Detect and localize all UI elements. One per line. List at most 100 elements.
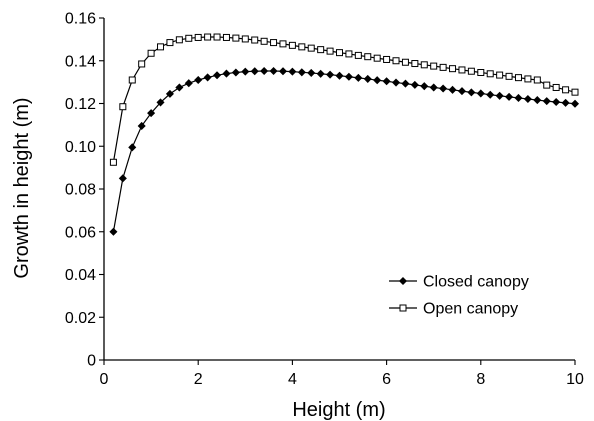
data-point-open-canopy	[345, 50, 353, 58]
y-tick-label: 0.10	[65, 139, 96, 156]
y-axis-title: Growth in height (m)	[11, 97, 33, 278]
data-point-closed-canopy	[382, 77, 391, 86]
x-tick-label: 10	[566, 371, 584, 388]
data-point-open-canopy	[147, 49, 155, 57]
data-point-open-canopy	[524, 75, 532, 83]
data-point-open-canopy	[439, 63, 447, 71]
data-point-closed-canopy	[570, 99, 580, 108]
data-point-closed-canopy	[505, 92, 514, 101]
y-tick-label: 0.14	[65, 53, 96, 70]
data-point-closed-canopy	[373, 76, 382, 85]
y-tick-label: 0.16	[65, 11, 96, 28]
series-line-closed-canopy	[112, 70, 576, 232]
data-point-open-canopy	[467, 67, 475, 75]
data-point-open-canopy	[166, 39, 174, 47]
y-tick-label: 0	[87, 353, 96, 370]
data-point-open-canopy	[449, 65, 457, 73]
data-point-open-canopy	[420, 61, 428, 69]
data-point-closed-canopy	[156, 98, 165, 107]
data-point-open-canopy	[486, 70, 494, 78]
data-point-open-canopy	[496, 71, 504, 79]
data-point-open-canopy	[552, 83, 560, 91]
legend-label: Open canopy	[423, 301, 518, 318]
data-point-closed-canopy	[448, 85, 457, 94]
data-point-closed-canopy	[222, 69, 231, 78]
data-point-open-canopy	[157, 43, 165, 51]
data-point-closed-canopy	[429, 83, 438, 92]
data-point-open-canopy	[213, 33, 221, 41]
x-tick-label: 0	[100, 371, 109, 388]
data-point-open-canopy	[364, 53, 372, 61]
data-point-closed-canopy	[278, 67, 288, 76]
data-point-open-canopy	[204, 33, 212, 41]
data-point-closed-canopy	[128, 143, 137, 152]
x-axis-title: Height (m)	[292, 399, 385, 421]
data-point-closed-canopy	[203, 73, 212, 82]
data-point-open-canopy	[185, 34, 193, 42]
data-point-open-canopy	[194, 33, 202, 41]
series-layer	[109, 33, 580, 236]
data-point-closed-canopy	[335, 71, 344, 80]
legend-label: Closed canopy	[423, 274, 529, 291]
data-point-open-canopy	[354, 51, 362, 59]
data-point-closed-canopy	[326, 70, 335, 79]
data-point-open-canopy	[298, 43, 306, 51]
data-point-closed-canopy	[269, 66, 278, 76]
data-point-closed-canopy	[344, 72, 353, 81]
data-point-open-canopy	[562, 86, 570, 94]
data-point-closed-canopy	[184, 79, 193, 88]
data-point-closed-canopy	[354, 73, 363, 82]
data-point-open-canopy	[260, 37, 268, 45]
data-point-open-canopy	[458, 66, 466, 74]
data-point-open-canopy	[232, 34, 240, 42]
x-tick-label: 8	[476, 371, 485, 388]
data-point-open-canopy	[317, 46, 325, 54]
data-point-closed-canopy	[260, 66, 269, 76]
data-point-open-canopy	[533, 76, 541, 84]
data-point-open-canopy	[270, 39, 278, 47]
data-point-closed-canopy	[439, 84, 448, 93]
data-point-open-canopy	[543, 81, 551, 89]
series-closed-canopy	[109, 66, 580, 236]
data-point-open-canopy	[392, 57, 400, 65]
data-point-open-canopy	[279, 40, 287, 48]
series-open-canopy	[109, 33, 579, 166]
data-point-closed-canopy	[533, 96, 542, 105]
data-point-closed-canopy	[495, 91, 504, 100]
data-point-closed-canopy	[213, 71, 222, 80]
data-point-open-canopy	[401, 58, 409, 66]
data-point-open-canopy	[175, 36, 183, 44]
y-tick-label: 0.12	[65, 96, 96, 113]
data-point-closed-canopy	[231, 68, 240, 77]
data-point-closed-canopy	[297, 68, 306, 77]
data-point-closed-canopy	[363, 74, 372, 83]
data-point-closed-canopy	[523, 94, 532, 104]
x-tick-label: 2	[194, 371, 203, 388]
y-tick-label: 0.06	[65, 224, 96, 241]
axes-layer: 0 0.02 0.04 0.06 0.08 0.10 0.12 0.14 0.16 0 2 4 6 8 10	[65, 11, 584, 389]
data-point-open-canopy	[571, 88, 579, 96]
data-point-open-canopy	[251, 36, 259, 44]
legend-item-open-canopy: Open canopy	[389, 301, 518, 318]
data-point-closed-canopy	[457, 87, 466, 96]
data-point-open-canopy	[411, 60, 419, 68]
data-point-open-canopy	[109, 158, 117, 166]
data-point-open-canopy	[430, 62, 438, 70]
data-point-open-canopy	[119, 103, 127, 111]
data-point-open-canopy	[336, 49, 343, 57]
data-point-closed-canopy	[250, 67, 259, 76]
y-tick-label: 0.04	[65, 267, 96, 284]
data-point-closed-canopy	[542, 97, 551, 106]
data-point-open-canopy	[241, 35, 249, 43]
data-point-open-canopy	[128, 76, 136, 84]
data-point-open-canopy	[288, 41, 296, 49]
data-point-closed-canopy	[147, 109, 156, 118]
data-point-open-canopy	[477, 69, 485, 77]
data-point-closed-canopy	[288, 67, 297, 76]
data-point-open-canopy	[505, 72, 513, 80]
data-point-open-canopy	[138, 60, 146, 68]
data-point-closed-canopy	[486, 90, 495, 99]
x-tick-label: 6	[382, 371, 391, 388]
data-point-closed-canopy	[241, 67, 250, 76]
